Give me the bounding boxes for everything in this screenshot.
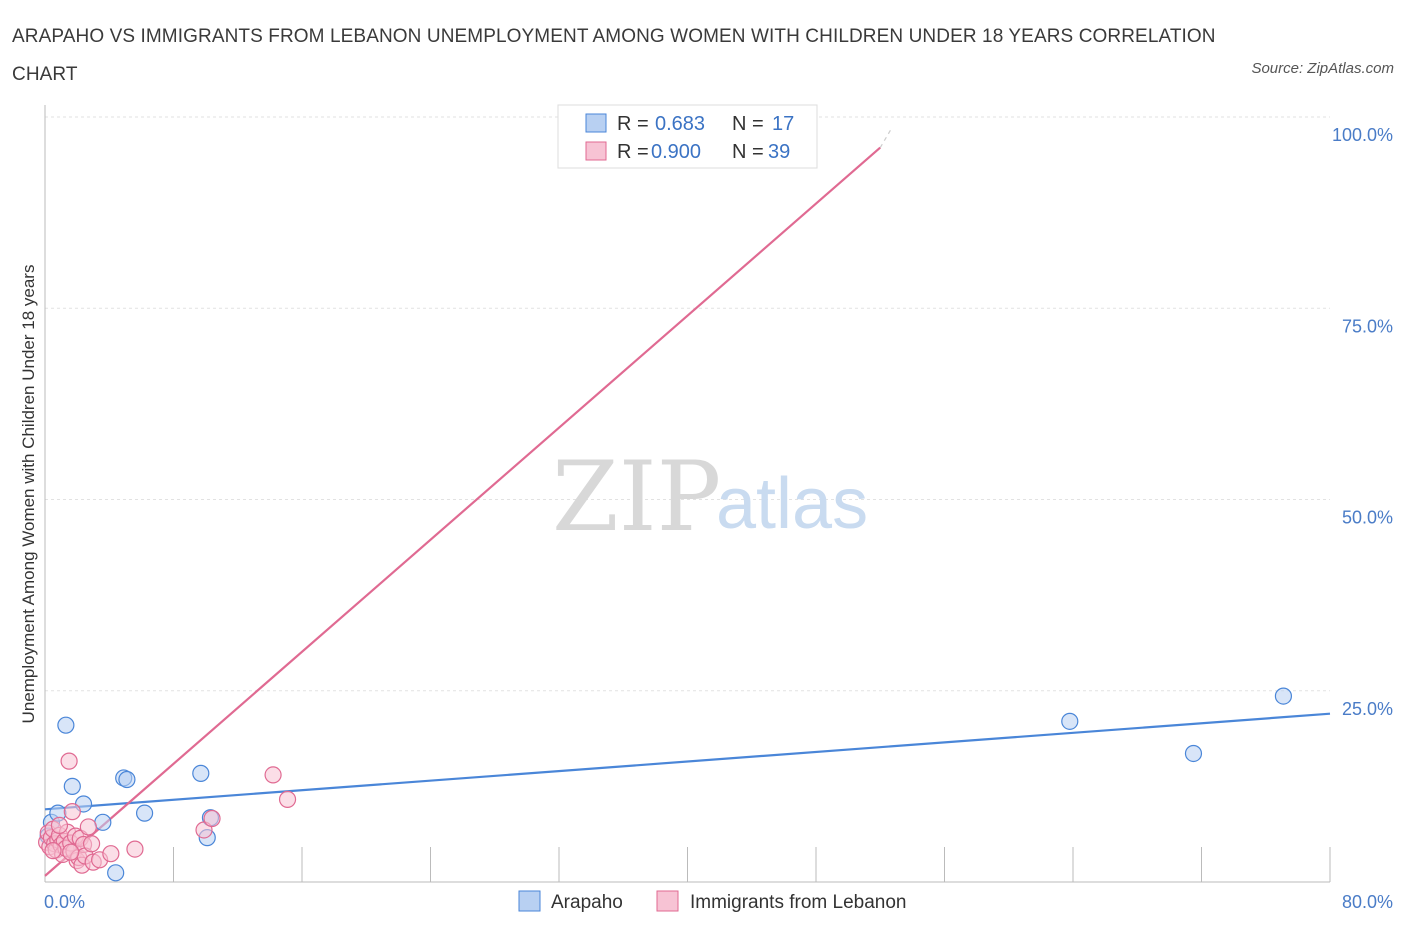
point-s1-35	[50, 816, 69, 834]
legend-swatch-lebanon	[656, 890, 679, 912]
tick-labels: 0.0% 80.0% 25.0% 50.0% 75.0% 100.0%	[44, 125, 1393, 912]
point-s0-3	[63, 777, 81, 795]
stats-r-label-arapaho: R =	[617, 113, 649, 135]
point-s0-14	[1184, 744, 1203, 763]
point-s0-6	[107, 864, 125, 882]
point-s0-2	[57, 716, 75, 734]
point-s0-5	[94, 813, 112, 831]
y-tick-label-2: 75.0%	[1342, 316, 1393, 336]
point-s1-37	[82, 835, 101, 853]
stats-swatch-arapaho	[585, 113, 607, 133]
stats-n-value-lebanon: 39	[768, 141, 790, 163]
y-tick-label-0: 25.0%	[1342, 699, 1393, 719]
trendline-ext-1	[879, 128, 893, 148]
trendline-1	[44, 146, 881, 877]
point-s0-10	[192, 764, 210, 782]
point-s1-25	[79, 818, 97, 836]
point-s0-15	[1274, 687, 1293, 705]
watermark-atlas: atlas	[716, 464, 868, 544]
point-s1-14	[60, 752, 78, 770]
stats-r-label-lebanon: R =	[617, 141, 649, 163]
point-s0-13	[1061, 712, 1079, 730]
x-tick-label-1: 80.0%	[1342, 892, 1393, 912]
stats-swatch-lebanon	[585, 141, 607, 161]
point-s0-8	[118, 770, 136, 789]
stats-r-value-lebanon: 0.900	[651, 141, 701, 163]
legend-swatch-arapaho	[518, 890, 541, 912]
stats-n-value-arapaho: 17	[772, 113, 794, 135]
stats-n-label-arapaho: N =	[732, 113, 764, 135]
point-s1-31	[203, 809, 221, 828]
watermark: ZIP atlas	[552, 441, 868, 553]
x-tick-label-0: 0.0%	[44, 892, 85, 912]
stats-legend: R = 0.683 N = 17 R = 0.900 N = 39	[557, 104, 818, 169]
y-axis-label: Unemployment Among Women with Children U…	[19, 265, 38, 724]
watermark-zip: ZIP	[552, 441, 721, 553]
point-s1-16	[63, 803, 81, 821]
chart-source: Source: ZipAtlas.com	[1251, 60, 1394, 77]
trendlines	[44, 128, 1331, 877]
stats-n-label-lebanon: N =	[732, 141, 764, 163]
legend-label-lebanon: Immigrants from Lebanon	[690, 892, 907, 913]
chart-title: ARAPAHO VS IMMIGRANTS FROM LEBANON UNEMP…	[12, 26, 1216, 85]
stats-r-value-arapaho: 0.683	[655, 113, 705, 135]
trendline-0	[44, 712, 1331, 811]
point-s1-36	[62, 843, 80, 861]
point-s1-29	[126, 840, 144, 858]
legend-label-arapaho: Arapaho	[551, 892, 623, 913]
y-tick-label-3: 100.0%	[1332, 125, 1393, 145]
gridlines	[45, 116, 1330, 692]
y-tick-label-1: 50.0%	[1342, 508, 1393, 528]
point-s1-28	[102, 845, 120, 863]
point-s1-38	[44, 842, 62, 860]
series-legend: Arapaho Immigrants from Lebanon	[518, 890, 907, 913]
point-s1-32	[264, 766, 282, 784]
axes	[44, 105, 1331, 883]
point-s1-33	[278, 790, 297, 808]
point-s0-9	[135, 804, 154, 822]
